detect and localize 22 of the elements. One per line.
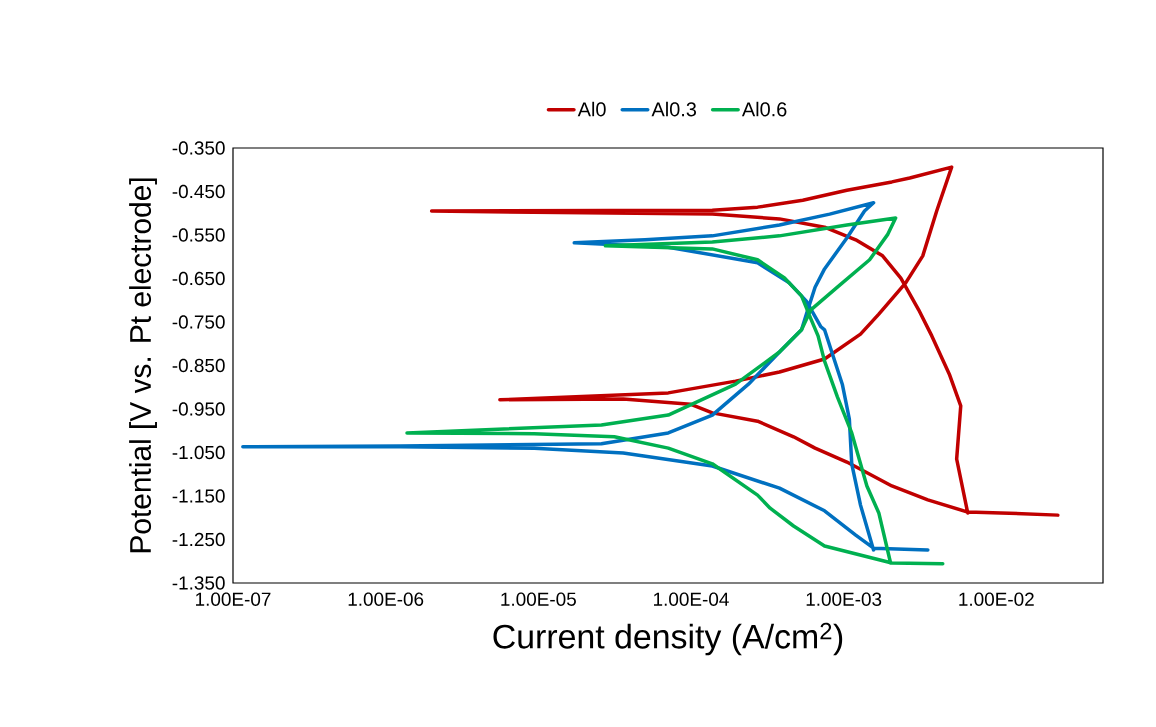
y-tick-label: -0.650 (172, 271, 225, 286)
x-tick-label: 1.00E-03 (806, 592, 882, 606)
x-axis-title: Current density (A/cm$^{2}$) (493, 622, 843, 656)
y-tick-label: -1.150 (172, 489, 225, 503)
y-tick-label: -0.550 (172, 228, 225, 242)
x-tick-label: 1.00E-06 (348, 592, 424, 606)
y-tick-label: -1.250 (172, 532, 225, 547)
y-tick-label: -0.450 (172, 184, 225, 199)
y-tick-label: -0.350 (172, 141, 225, 155)
x-tick-label: 1.00E-04 (654, 592, 729, 606)
legend-label: Al0.6 (741, 101, 787, 117)
y-tick-label: -0.750 (172, 315, 225, 329)
x-tick-label: 1.00E-07 (196, 592, 271, 606)
y-tick-label: -1.050 (172, 445, 225, 460)
y-tick-label: -0.850 (172, 358, 225, 373)
legend-label: Al0.3 (651, 101, 697, 117)
x-tick-label: 1.00E-02 (959, 592, 1034, 606)
y-tick-label: -1.350 (172, 576, 225, 590)
y-tick-label: -0.950 (172, 402, 225, 416)
legend-label: Al0 (577, 101, 606, 117)
y-axis-title: Potential [V vs. Pt electrode] (129, 178, 157, 553)
x-tick-label: 1.00E-05 (501, 592, 576, 606)
